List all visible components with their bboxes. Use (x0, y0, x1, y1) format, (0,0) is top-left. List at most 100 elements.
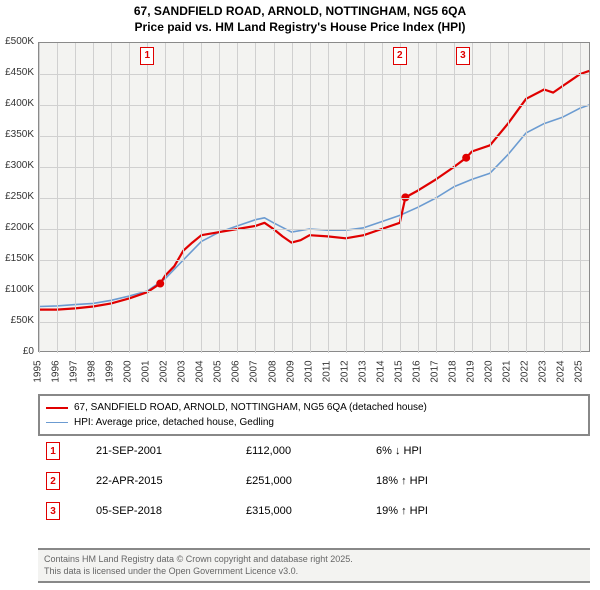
gridline (39, 136, 589, 137)
gridline (544, 43, 545, 353)
x-axis-label: 2019 (465, 357, 476, 387)
row-date: 05-SEP-2018 (88, 496, 238, 526)
callout-2: 2 (393, 47, 407, 65)
x-axis-label: 2003 (177, 357, 188, 387)
gridline (255, 43, 256, 353)
x-axis-label: 2011 (321, 357, 332, 387)
callout-3: 3 (456, 47, 470, 65)
gridline (346, 43, 347, 353)
plot-area: 1 2 3 (38, 42, 590, 352)
legend-item: HPI: Average price, detached house, Gedl… (46, 415, 582, 430)
chart-title: 67, SANDFIELD ROAD, ARNOLD, NOTTINGHAM, … (0, 0, 600, 35)
y-axis-label: £350K (0, 129, 34, 140)
row-delta: 6% ↓ HPI (368, 436, 590, 466)
x-axis-label: 2017 (429, 357, 440, 387)
price-point-marker (156, 280, 164, 288)
chart-container: 67, SANDFIELD ROAD, ARNOLD, NOTTINGHAM, … (0, 0, 600, 590)
legend-label: 67, SANDFIELD ROAD, ARNOLD, NOTTINGHAM, … (74, 400, 427, 415)
x-axis-label: 2020 (483, 357, 494, 387)
gridline (526, 43, 527, 353)
row-delta: 19% ↑ HPI (368, 496, 590, 526)
footnote-line2: This data is licensed under the Open Gov… (44, 566, 584, 578)
x-axis-label: 1997 (69, 357, 80, 387)
x-axis-label: 2013 (357, 357, 368, 387)
row-price: £112,000 (238, 436, 368, 466)
x-axis-label: 2000 (123, 357, 134, 387)
y-axis-label: £150K (0, 253, 34, 264)
gridline (310, 43, 311, 353)
gridline (237, 43, 238, 353)
title-line1: 67, SANDFIELD ROAD, ARNOLD, NOTTINGHAM, … (0, 4, 600, 20)
series-line-red (39, 71, 589, 310)
y-axis-label: £300K (0, 160, 34, 171)
gridline (436, 43, 437, 353)
x-axis-label: 2022 (520, 357, 531, 387)
gridline (129, 43, 130, 353)
table-row: 1 21-SEP-2001£112,0006% ↓ HPI (38, 436, 590, 466)
legend-swatch (46, 407, 68, 409)
x-axis-label: 2025 (574, 357, 585, 387)
legend-label: HPI: Average price, detached house, Gedl… (74, 415, 274, 430)
y-axis-label: £250K (0, 191, 34, 202)
gridline (39, 198, 589, 199)
x-axis-label: 2002 (159, 357, 170, 387)
row-date: 21-SEP-2001 (88, 436, 238, 466)
x-axis-label: 2008 (267, 357, 278, 387)
y-axis-label: £100K (0, 284, 34, 295)
legend-item: 67, SANDFIELD ROAD, ARNOLD, NOTTINGHAM, … (46, 400, 582, 415)
x-axis-label: 2018 (447, 357, 458, 387)
x-axis-label: 1995 (33, 357, 44, 387)
x-axis-label: 2005 (213, 357, 224, 387)
gridline (39, 74, 589, 75)
row-marker: 1 (46, 442, 60, 460)
row-price: £251,000 (238, 466, 368, 496)
price-point-marker (462, 154, 470, 162)
legend: 67, SANDFIELD ROAD, ARNOLD, NOTTINGHAM, … (38, 394, 590, 436)
x-axis-label: 2021 (502, 357, 513, 387)
gridline (418, 43, 419, 353)
gridline (39, 322, 589, 323)
gridline (201, 43, 202, 353)
x-axis-label: 1998 (87, 357, 98, 387)
gridline (328, 43, 329, 353)
x-axis-label: 2010 (303, 357, 314, 387)
gridline (165, 43, 166, 353)
gridline (472, 43, 473, 353)
gridline (39, 167, 589, 168)
gridline (93, 43, 94, 353)
x-axis-label: 1996 (51, 357, 62, 387)
x-axis-label: 2006 (231, 357, 242, 387)
row-date: 22-APR-2015 (88, 466, 238, 496)
gridline (147, 43, 148, 353)
x-axis-label: 2004 (195, 357, 206, 387)
gridline (39, 105, 589, 106)
gridline (57, 43, 58, 353)
y-axis-label: £50K (0, 315, 34, 326)
x-axis-label: 2012 (339, 357, 350, 387)
x-axis-label: 2001 (141, 357, 152, 387)
gridline (292, 43, 293, 353)
gridline (39, 43, 40, 353)
row-price: £315,000 (238, 496, 368, 526)
gridline (183, 43, 184, 353)
table-row: 222-APR-2015£251,00018% ↑ HPI (38, 466, 590, 496)
chart-area: 123 £0£50K£100K£150K£200K£250K£300K£350K… (38, 42, 590, 382)
gridline (580, 43, 581, 353)
x-axis-label: 2023 (538, 357, 549, 387)
y-axis-label: £400K (0, 98, 34, 109)
gridline (382, 43, 383, 353)
callout-1: 1 (140, 47, 154, 65)
title-line2: Price paid vs. HM Land Registry's House … (0, 20, 600, 36)
gridline (75, 43, 76, 353)
y-axis-label: £0 (0, 346, 34, 357)
row-marker: 2 (46, 472, 60, 490)
gridline (508, 43, 509, 353)
gridline (490, 43, 491, 353)
gridline (111, 43, 112, 353)
x-axis-label: 2014 (375, 357, 386, 387)
gridline (454, 43, 455, 353)
table-row: 3 05-SEP-2018£315,00019% ↑ HPI (38, 496, 590, 526)
gridline (39, 260, 589, 261)
y-axis-label: £500K (0, 36, 34, 47)
row-marker: 3 (46, 502, 60, 520)
